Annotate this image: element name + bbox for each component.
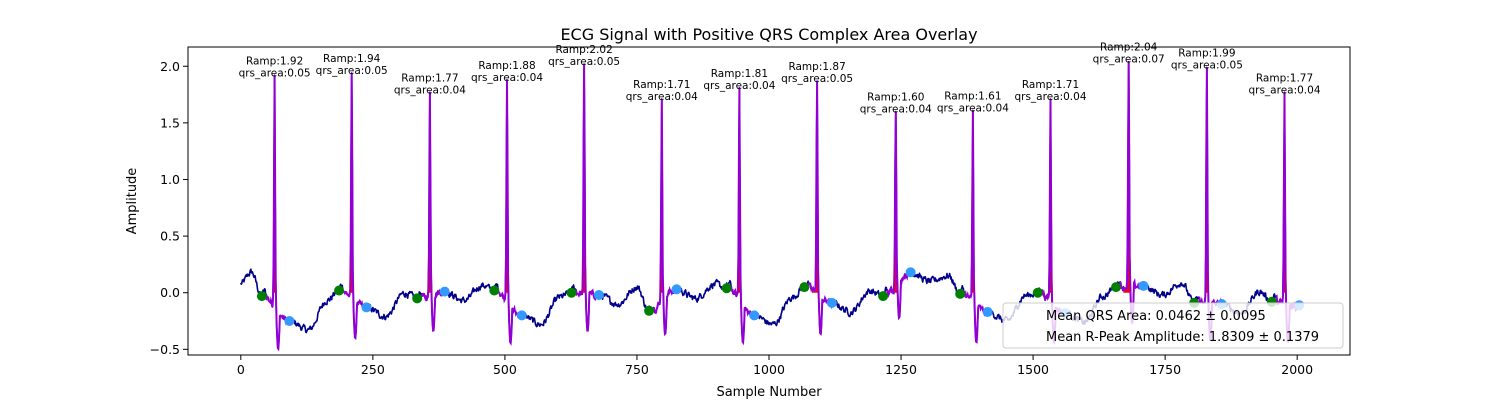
y-tick-label: 1.0 (160, 172, 180, 187)
y-tick-label: 0.5 (160, 229, 180, 244)
r-peak-amplitude-label: Ramp:1.61 (944, 90, 1001, 102)
qrs-onset-marker (1111, 282, 1121, 293)
x-tick-label: 250 (361, 362, 385, 377)
qrs-offset-marker (749, 310, 760, 321)
r-peak-amplitude-label: Ramp:1.87 (788, 61, 845, 73)
qrs-area-label: qrs_area:0.07 (1093, 54, 1165, 66)
x-tick-label: 500 (493, 362, 517, 377)
r-peak-amplitude-label: Ramp:1.99 (1178, 47, 1235, 59)
qrs-offset-marker (671, 284, 682, 295)
qrs-area-label: qrs_area:0.05 (316, 65, 388, 77)
y-tick-label: 1.5 (160, 115, 180, 130)
y-tick-label: 0.0 (160, 285, 180, 300)
r-peak-amplitude-label: Ramp:1.88 (478, 60, 535, 72)
r-peak-amplitude-label: Ramp:2.04 (1100, 42, 1158, 54)
qrs-offset-marker (593, 290, 604, 300)
qrs-area-label: qrs_area:0.05 (239, 67, 311, 79)
x-tick-label: 1250 (885, 362, 917, 377)
qrs-segment-line (886, 111, 911, 321)
qrs-segment-line (574, 63, 600, 332)
chart-title: ECG Signal with Positive QRS Complex Are… (560, 25, 977, 44)
y-axis-label: Amplitude (125, 168, 140, 235)
r-peak-amplitude-label: Ramp:1.60 (867, 92, 924, 104)
x-axis: 0 250 500 750 1000 1250 1500 1750 2000 (237, 355, 1313, 377)
qrs-area-label: qrs_area:0.04 (1248, 84, 1320, 96)
legend-entry-qrs-area: Mean QRS Area: 0.0462 ± 0.0095 (1046, 309, 1266, 324)
plot-area: Ramp:1.92qrs_area:0.05Ramp:1.94qrs_area:… (239, 42, 1321, 352)
qrs-onset-marker (955, 288, 966, 299)
r-peak-amplitude-label: Ramp:2.02 (555, 44, 612, 56)
qrs-onset-marker (489, 285, 500, 296)
qrs-onset-marker (566, 287, 577, 298)
y-tick-label: 2.0 (160, 59, 180, 74)
qrs-area-label: qrs_area:0.04 (626, 91, 698, 103)
qrs-area-label: qrs_area:0.04 (1014, 91, 1086, 103)
qrs-area-label: qrs_area:0.04 (394, 84, 466, 96)
x-tick-label: 1500 (1017, 362, 1049, 377)
qrs-area-label: qrs_area:0.05 (548, 56, 620, 68)
r-peak-amplitude-label: Ramp:1.71 (633, 79, 690, 91)
x-axis-label: Sample Number (716, 385, 822, 400)
x-tick-label: 2000 (1281, 362, 1313, 377)
qrs-onset-marker (256, 291, 267, 302)
qrs-offset-marker (284, 316, 295, 326)
r-peak-amplitude-label: Ramp:1.92 (246, 55, 303, 67)
qrs-offset-marker (516, 310, 527, 321)
r-peak-amplitude-label: Ramp:1.71 (1022, 79, 1079, 91)
qrs-onset-marker (412, 293, 423, 304)
x-tick-label: 0 (237, 362, 245, 377)
y-tick-label: −0.5 (150, 342, 180, 357)
qrs-segment-line (420, 92, 446, 333)
r-peak-amplitude-label: Ramp:1.94 (323, 53, 381, 65)
qrs-onset-marker (1032, 287, 1043, 298)
qrs-onset-marker (878, 291, 889, 302)
qrs-onset-marker (334, 285, 345, 296)
qrs-offset-marker (1138, 280, 1149, 291)
legend: Mean QRS Area: 0.0462 ± 0.0095 Mean R-Pe… (1002, 302, 1344, 349)
legend-box (1002, 302, 1344, 349)
qrs-offset-marker (439, 286, 450, 297)
x-tick-label: 1750 (1149, 362, 1181, 377)
qrs-offset-marker (361, 302, 372, 313)
qrs-area-label: qrs_area:0.04 (471, 72, 543, 84)
r-peak-amplitude-label: Ramp:1.77 (1256, 72, 1313, 84)
r-peak-amplitude-label: Ramp:1.81 (711, 68, 768, 80)
qrs-offset-marker (905, 267, 916, 278)
qrs-offset-marker (982, 307, 993, 317)
qrs-area-label: qrs_area:0.04 (937, 102, 1009, 114)
legend-entry-r-peak-amplitude: Mean R-Peak Amplitude: 1.8309 ± 0.1379 (1046, 330, 1319, 345)
qrs-area-label: qrs_area:0.05 (781, 73, 853, 85)
qrs-onset-marker (799, 282, 810, 293)
y-axis: −0.5 0.0 0.5 1.0 1.5 2.0 (150, 59, 188, 357)
qrs-area-label: qrs_area:0.04 (703, 80, 775, 92)
qrs-offset-marker (826, 297, 837, 308)
qrs-area-label: qrs_area:0.05 (1171, 59, 1243, 71)
qrs-onset-marker (721, 283, 732, 294)
r-peak-amplitude-label: Ramp:1.77 (401, 72, 458, 84)
x-tick-label: 750 (625, 362, 649, 377)
qrs-onset-marker (644, 305, 655, 316)
x-tick-label: 1000 (753, 362, 785, 377)
qrs-area-label: qrs_area:0.04 (860, 104, 932, 116)
